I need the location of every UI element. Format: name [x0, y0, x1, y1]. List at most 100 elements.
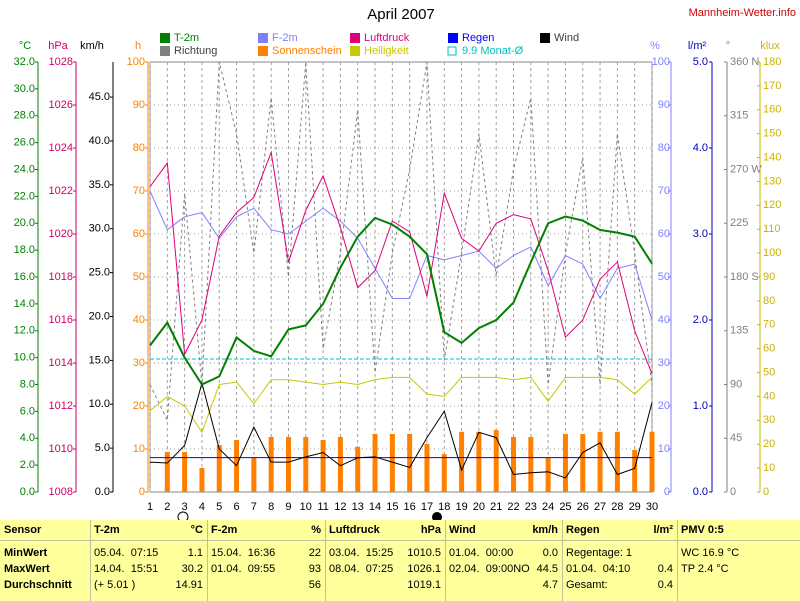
y-tick-label: 30 — [763, 414, 775, 426]
x-tick-label: 24 — [542, 501, 554, 513]
sun-bar — [182, 452, 188, 492]
sun-bar — [216, 445, 222, 492]
x-tick-label: 23 — [525, 501, 537, 513]
y-tick-label: 32.0 — [14, 56, 35, 68]
table-cell: (+ 5.01 ) — [94, 579, 136, 591]
table-cell: 05.04. 07:15 — [94, 547, 159, 559]
y-tick-label: 100 — [127, 56, 145, 68]
table-cell: F-2m — [211, 524, 238, 536]
x-tick-label: 18 — [438, 501, 450, 513]
series-line — [149, 376, 653, 434]
y-tick-label: 1012 — [49, 400, 73, 412]
table-cell: TP 2.4 °C — [681, 563, 729, 575]
table-cell: 01.04. 04:10 — [566, 563, 631, 575]
y-tick-label: 315 — [730, 110, 748, 122]
table-cell: 03.04. 15:25 — [329, 547, 394, 559]
sun-bar — [251, 458, 257, 492]
table-cell: Wind — [449, 524, 476, 536]
y-tick-label: 1024 — [49, 142, 73, 154]
y-tick-label: 60 — [658, 228, 670, 240]
table-cell: 1.1 — [187, 547, 203, 559]
y-tick-label: 0 — [730, 486, 736, 498]
y-tick-label: 160 — [763, 104, 781, 116]
y-tick-label: 20.0 — [89, 310, 110, 322]
x-tick-label: 17 — [421, 501, 433, 513]
axis-unit: °C — [19, 40, 31, 52]
y-tick-label: 30.0 — [14, 83, 35, 95]
y-tick-label: 360 N — [730, 56, 759, 68]
y-tick-label: 14.0 — [14, 298, 35, 310]
axis-unit: ° — [726, 40, 730, 52]
y-tick-label: 70 — [658, 185, 670, 197]
y-tick-label: 20 — [763, 438, 775, 450]
table-cell: °C — [190, 524, 203, 536]
y-tick-label: 5.0 — [95, 442, 110, 454]
table-cell: WC 16.9 °C — [681, 547, 740, 559]
y-tick-label: 2.0 — [20, 459, 35, 471]
y-tick-label: 120 — [763, 199, 781, 211]
series-line — [149, 215, 653, 386]
y-tick-label: 28.0 — [14, 110, 35, 122]
y-tick-label: 45.0 — [89, 91, 110, 103]
legend-swatch — [540, 33, 550, 43]
y-tick-label: 90 — [133, 99, 145, 111]
y-tick-label: 110 — [763, 223, 781, 235]
y-tick-label: 20 — [658, 400, 670, 412]
sun-bar — [511, 436, 517, 492]
sun-bar — [476, 431, 482, 492]
col-divider — [445, 520, 446, 601]
x-tick-label: 13 — [352, 501, 364, 513]
table-cell: Durchschnitt — [4, 579, 72, 591]
y-tick-label: 4.0 — [693, 142, 708, 154]
sun-bar — [337, 436, 343, 492]
y-tick-label: 10 — [658, 443, 670, 455]
table-cell: 44.5 — [536, 563, 558, 575]
x-tick-label: 3 — [182, 501, 188, 513]
y-tick-label: 35.0 — [89, 179, 110, 191]
sun-bar — [268, 436, 274, 492]
table-cell: km/h — [532, 524, 558, 536]
table-cell: T-2m — [94, 524, 120, 536]
sun-bar — [285, 436, 291, 492]
y-tick-label: 20 — [133, 400, 145, 412]
y-tick-label: 4.0 — [20, 432, 35, 444]
legend-swatch — [447, 46, 457, 56]
table-cell: 22 — [308, 547, 321, 559]
y-tick-label: 1026 — [49, 99, 73, 111]
y-tick-label: 1018 — [49, 271, 73, 283]
series-line — [149, 381, 653, 479]
y-tick-label: 10.0 — [89, 398, 110, 410]
y-tick-label: 12.0 — [14, 325, 35, 337]
sun-bar — [597, 431, 603, 492]
y-tick-label: 1016 — [49, 314, 73, 326]
col-divider — [90, 520, 91, 601]
y-tick-label: 1028 — [49, 56, 73, 68]
y-tick-label: 40.0 — [89, 135, 110, 147]
y-tick-label: 30 — [658, 357, 670, 369]
y-tick-label: 60 — [133, 228, 145, 240]
y-tick-label: 80 — [658, 142, 670, 154]
table-cell: 1026.1 — [407, 563, 441, 575]
y-tick-label: 90 — [730, 378, 742, 390]
table-cell: 1019.1 — [407, 579, 441, 591]
y-tick-label: 70 — [763, 319, 775, 331]
sun-bar — [649, 431, 655, 492]
x-tick-label: 4 — [199, 501, 205, 513]
y-tick-label: 10 — [763, 462, 775, 474]
sun-bar — [424, 443, 430, 492]
axis-unit: klux — [760, 40, 780, 52]
sun-bar — [528, 436, 534, 492]
col-divider — [677, 520, 678, 601]
y-tick-label: 10.0 — [14, 352, 35, 364]
legend-swatch — [350, 33, 360, 43]
y-tick-label: 0.0 — [693, 486, 708, 498]
x-tick-label: 16 — [404, 501, 416, 513]
y-tick-label: 1010 — [49, 443, 73, 455]
x-tick-label: 25 — [559, 501, 571, 513]
y-tick-label: 130 — [763, 175, 781, 187]
legend-swatch — [160, 46, 170, 56]
x-tick-label: 15 — [386, 501, 398, 513]
sun-bar — [459, 431, 465, 492]
